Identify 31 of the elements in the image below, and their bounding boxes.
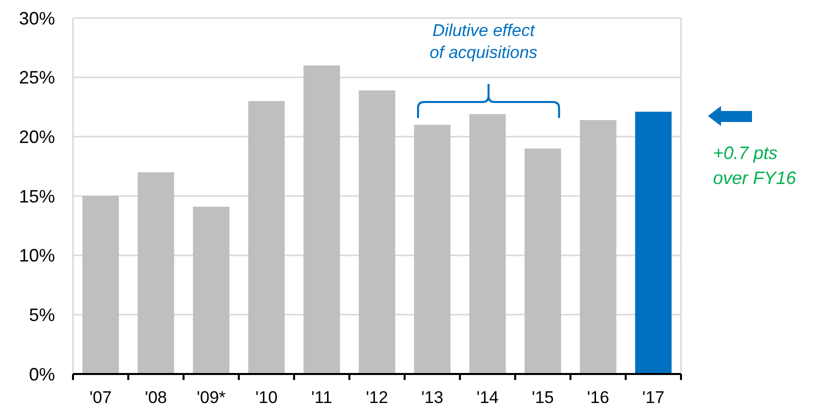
y-tick-label: 15% bbox=[18, 186, 55, 206]
x-tick-label: '10 bbox=[255, 388, 278, 407]
x-tick-label: '07 bbox=[90, 388, 112, 407]
bar bbox=[414, 124, 451, 374]
text: +0.7 pts over FY16 bbox=[713, 143, 798, 188]
bar bbox=[82, 196, 119, 374]
x-tick-label: '12 bbox=[366, 388, 388, 407]
x-tick-label: '15 bbox=[532, 388, 554, 407]
bar bbox=[469, 114, 506, 374]
x-tick-label: '09* bbox=[196, 388, 226, 407]
y-tick-label: 10% bbox=[18, 246, 55, 266]
x-tick-label: '13 bbox=[421, 388, 444, 407]
bar bbox=[524, 148, 562, 374]
y-tick-label: 0% bbox=[28, 364, 55, 384]
bar bbox=[580, 120, 616, 374]
x-tick-label: '08 bbox=[144, 388, 167, 407]
bar bbox=[358, 90, 396, 374]
bar bbox=[138, 172, 174, 374]
bar bbox=[635, 112, 672, 374]
annotation: Dilutive effect of acquisitions bbox=[430, 21, 538, 62]
x-tick-label: '16 bbox=[587, 388, 610, 407]
x-tick-label: '14 bbox=[476, 388, 499, 407]
y-tick-label: 30% bbox=[18, 8, 55, 28]
y-tick-label: 25% bbox=[18, 68, 55, 88]
bar bbox=[248, 101, 285, 374]
y-tick-label: 20% bbox=[18, 126, 55, 147]
x-tick-label: '17 bbox=[642, 388, 664, 407]
x-tick-label: '11 bbox=[311, 388, 332, 407]
y-tick-label: 5% bbox=[28, 304, 55, 325]
bar bbox=[303, 65, 340, 374]
bar bbox=[192, 206, 230, 374]
